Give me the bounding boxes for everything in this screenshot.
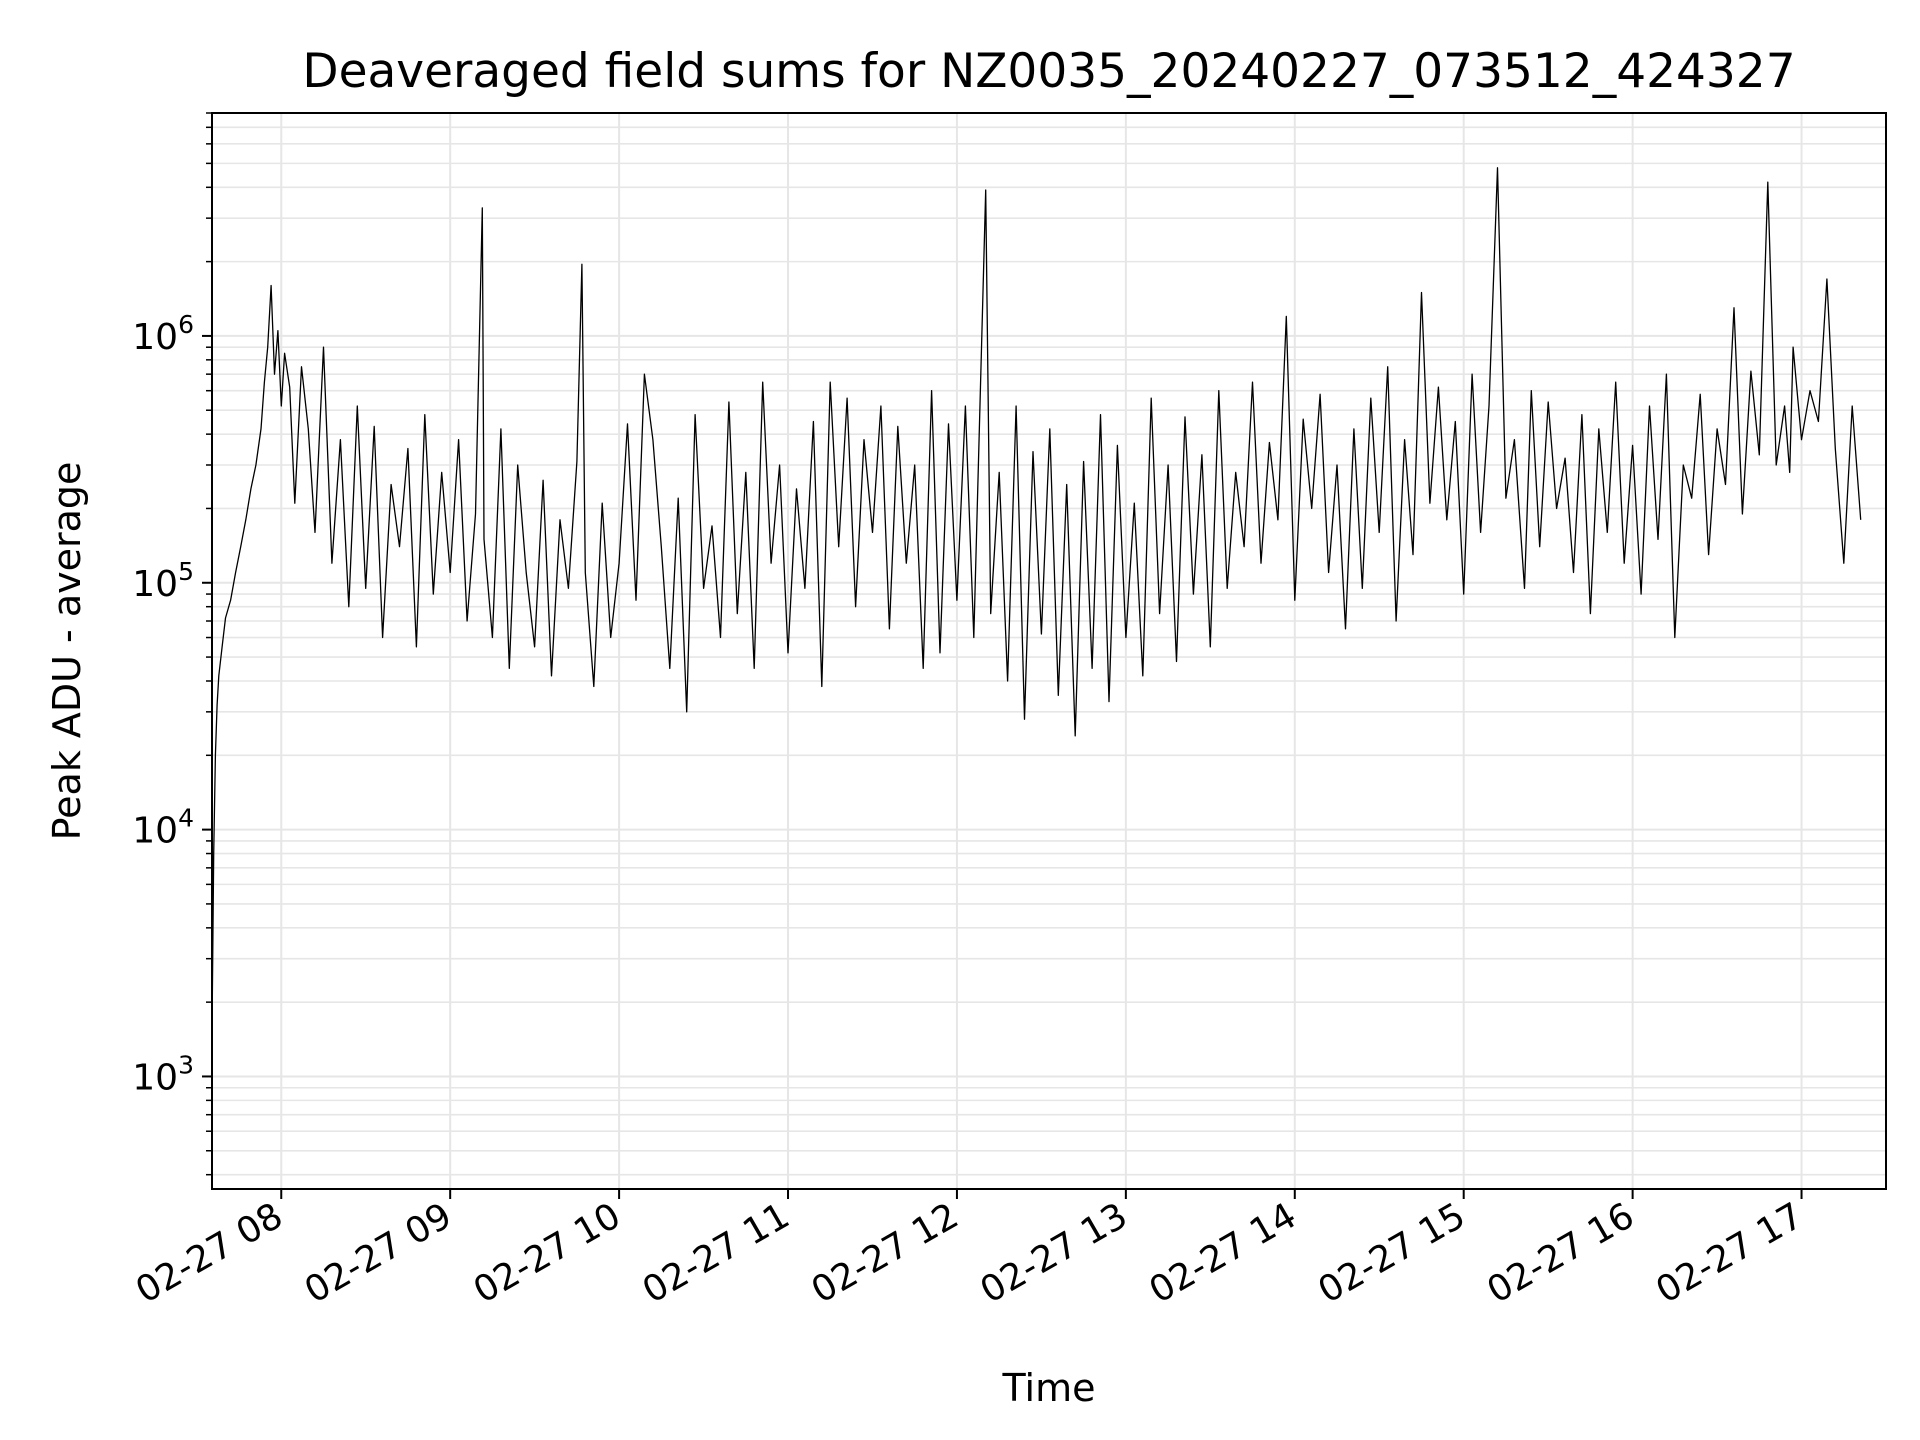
series-line [211,167,1862,1034]
y-tick-label: 105 [132,557,194,605]
y-axis: 103 104 105 106 [132,112,212,1176]
plot-area-frame [211,112,1887,1190]
y-axis-label: Peak ADU - average [45,462,89,841]
y-tick-label: 106 [132,310,194,358]
y-tick-label: 103 [132,1050,194,1098]
chart-title: Deaveraged field sums for NZ0035_2024022… [302,44,1795,99]
y-tick-label: 104 [132,804,194,852]
series-layer [211,167,1862,1034]
x-axis-label: Time [1002,1366,1096,1410]
grid [212,112,1886,1189]
